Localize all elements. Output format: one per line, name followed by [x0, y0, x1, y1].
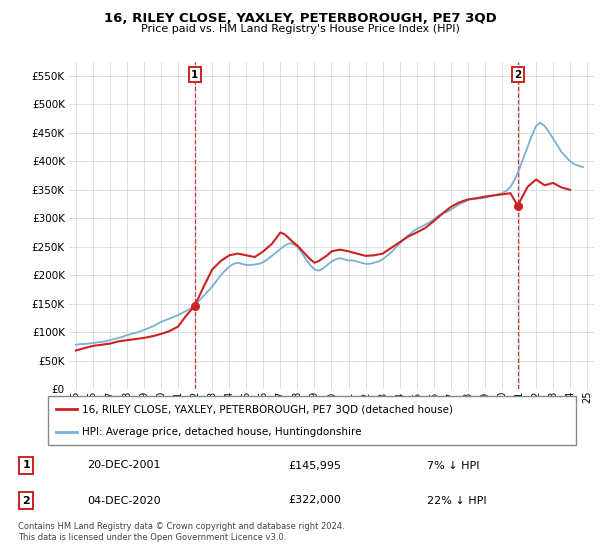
Text: 7% ↓ HPI: 7% ↓ HPI [427, 460, 479, 470]
Text: £145,995: £145,995 [289, 460, 341, 470]
Text: HPI: Average price, detached house, Huntingdonshire: HPI: Average price, detached house, Hunt… [82, 427, 362, 437]
Text: 22% ↓ HPI: 22% ↓ HPI [427, 496, 487, 506]
Text: 16, RILEY CLOSE, YAXLEY, PETERBOROUGH, PE7 3QD (detached house): 16, RILEY CLOSE, YAXLEY, PETERBOROUGH, P… [82, 404, 454, 414]
Text: Price paid vs. HM Land Registry's House Price Index (HPI): Price paid vs. HM Land Registry's House … [140, 24, 460, 34]
Text: 04-DEC-2020: 04-DEC-2020 [87, 496, 161, 506]
Text: Contains HM Land Registry data © Crown copyright and database right 2024.: Contains HM Land Registry data © Crown c… [18, 522, 344, 531]
Text: 2: 2 [514, 70, 521, 80]
Text: 2: 2 [23, 496, 30, 506]
Text: 1: 1 [191, 70, 198, 80]
Text: £322,000: £322,000 [289, 496, 341, 506]
Text: 20-DEC-2001: 20-DEC-2001 [87, 460, 160, 470]
Text: 16, RILEY CLOSE, YAXLEY, PETERBOROUGH, PE7 3QD: 16, RILEY CLOSE, YAXLEY, PETERBOROUGH, P… [104, 12, 496, 25]
Text: This data is licensed under the Open Government Licence v3.0.: This data is licensed under the Open Gov… [18, 533, 286, 542]
Text: 1: 1 [23, 460, 30, 470]
